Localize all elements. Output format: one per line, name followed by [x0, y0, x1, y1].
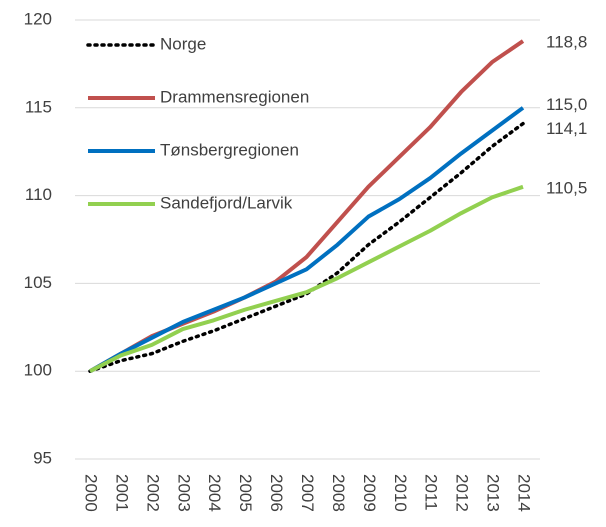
x-tick-label: 2005: [236, 474, 255, 512]
y-tick-label: 95: [33, 448, 52, 467]
x-tick-label: 2010: [391, 474, 410, 512]
x-tick-label: 2008: [329, 474, 348, 512]
x-tick-label: 2000: [82, 474, 101, 512]
x-tick-label: 2003: [174, 474, 193, 512]
x-tick-label: 2004: [205, 474, 224, 512]
legend-label: Tønsbergregionen: [160, 140, 299, 159]
value-label: 115,0: [546, 95, 587, 114]
value-label: 118,8: [546, 33, 587, 52]
x-tick-label: 2002: [143, 474, 162, 512]
y-tick-label: 110: [25, 185, 52, 204]
y-tick-label: 100: [24, 361, 52, 380]
value-label: 110,5: [546, 178, 587, 197]
x-tick-label: 2001: [112, 474, 131, 512]
y-tick-label: 120: [24, 9, 52, 28]
x-tick-label: 2012: [453, 474, 472, 512]
x-tick-label: 2013: [484, 474, 503, 512]
y-tick-label: 105: [24, 273, 52, 292]
series-line: [89, 106, 525, 373]
x-tick-label: 2011: [422, 474, 441, 511]
x-tick-label: 2014: [515, 474, 534, 512]
x-tick-label: 2009: [360, 474, 379, 512]
x-tick-label: 2007: [298, 474, 317, 512]
legend-label: Norge: [160, 34, 206, 53]
legend-label: Sandefjord/Larvik: [160, 193, 293, 212]
value-label: 114,1: [546, 119, 587, 138]
x-tick-label: 2006: [267, 474, 286, 512]
series-line: [89, 184, 524, 373]
legend-label: Drammensregionen: [160, 87, 309, 106]
y-tick-label: 115: [25, 97, 52, 116]
